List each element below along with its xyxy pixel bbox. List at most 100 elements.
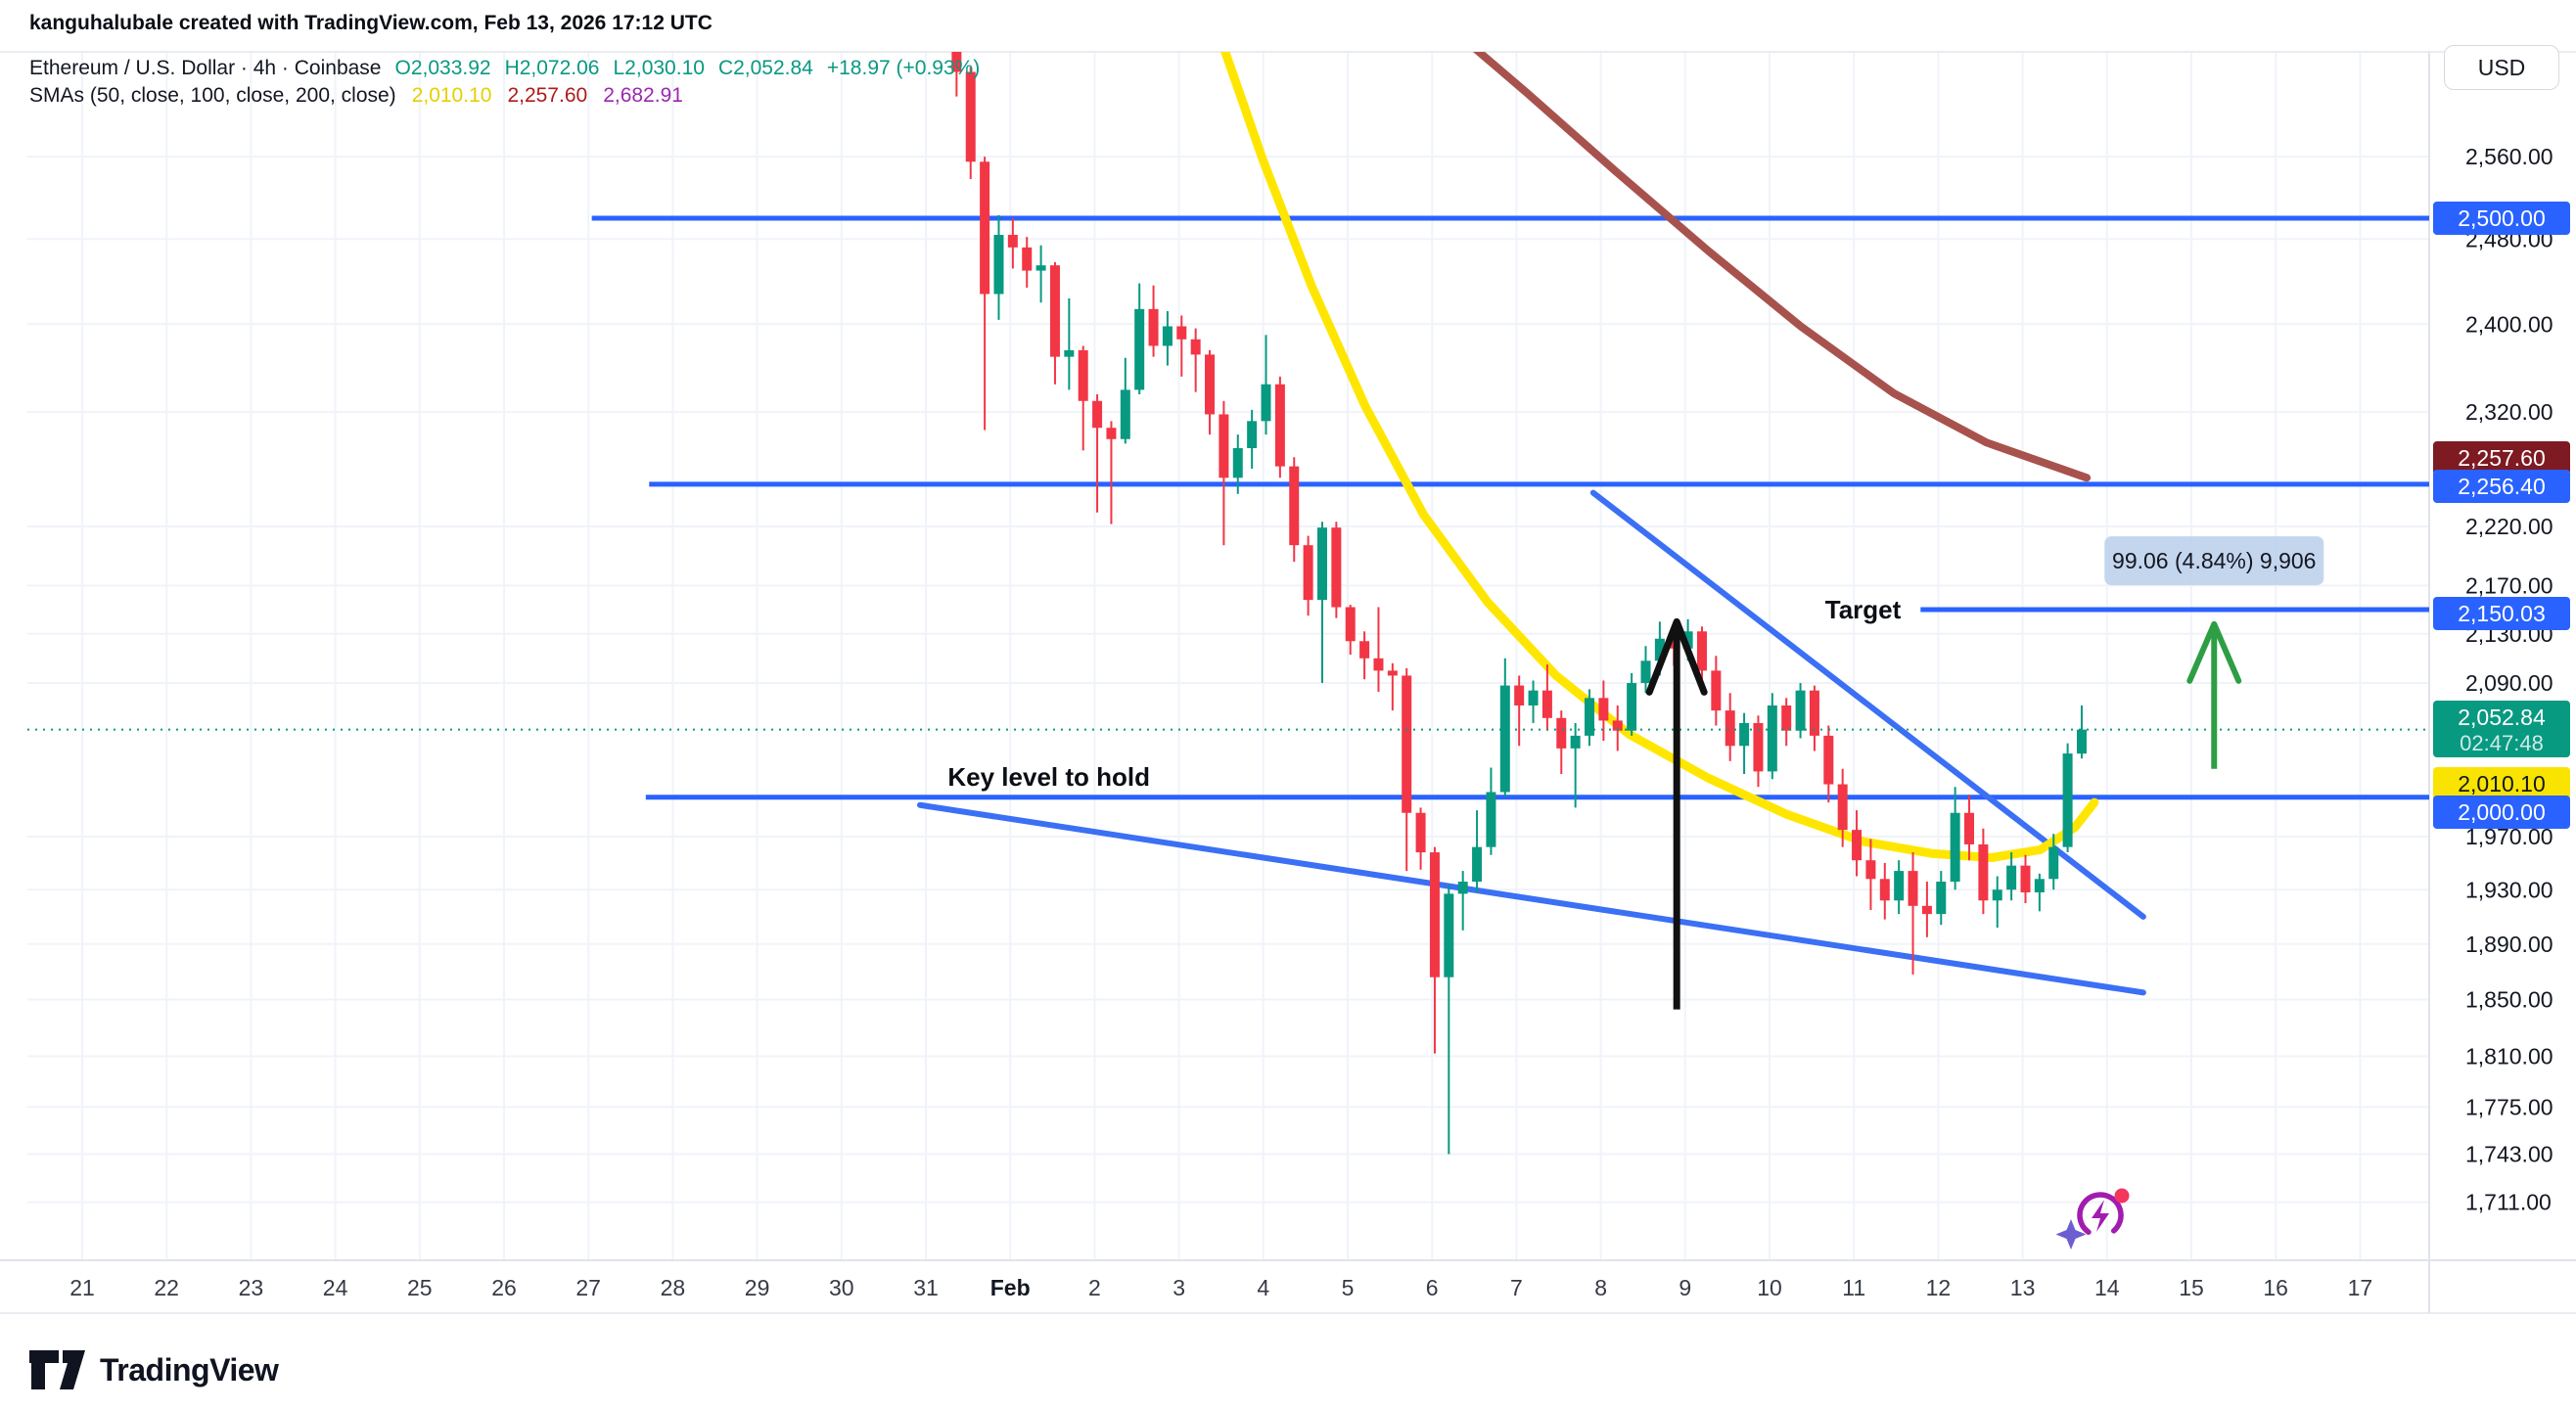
candlestick-series [951, 52, 2087, 1155]
svg-text:2,257.60: 2,257.60 [2458, 445, 2546, 471]
time-axis-label: 10 [1757, 1275, 1782, 1300]
chart-frame [0, 51, 2576, 1314]
candle [1148, 285, 1159, 357]
candle [1402, 667, 1412, 872]
time-axis-label: 22 [154, 1275, 179, 1300]
target-label: Target [1825, 595, 1902, 624]
candle [1950, 787, 1960, 890]
time-axis-label: 28 [661, 1275, 686, 1300]
time-axis-label: 4 [1257, 1275, 1269, 1300]
price-scale-label: 1,890.00 [2465, 932, 2553, 957]
price-scale-label: 2,400.00 [2465, 311, 2553, 337]
candle [1753, 715, 1764, 788]
candle [1612, 705, 1623, 751]
time-axis-label: 9 [1679, 1275, 1691, 1300]
time-axis-label: 12 [1926, 1275, 1952, 1300]
svg-text:2,256.40: 2,256.40 [2458, 474, 2546, 499]
time-axis-label: 23 [239, 1275, 264, 1300]
candle [1852, 810, 1863, 877]
candle [2020, 854, 2031, 904]
time-axis-label: 21 [69, 1275, 95, 1300]
svg-text:2,010.10: 2,010.10 [2458, 771, 2546, 796]
candle [965, 67, 976, 179]
price-scale-label: 1,810.00 [2465, 1044, 2553, 1069]
tradingview-branding[interactable]: TradingView [29, 1348, 279, 1391]
sma200-legend-value: 2,682.91 [603, 84, 683, 107]
time-axis-label: 15 [2179, 1275, 2204, 1300]
spark-watermark-icon [2055, 1188, 2130, 1250]
bar-countdown: 02:47:48 [2460, 731, 2544, 755]
candle [1092, 393, 1103, 513]
candle [1486, 767, 1496, 855]
sma-legend[interactable]: SMAs (50, close, 100, close, 200, close)… [29, 84, 683, 108]
candle [1261, 335, 1271, 435]
candle [1978, 828, 1989, 915]
time-axis-label: 26 [491, 1275, 517, 1300]
black-up-arrow[interactable] [1645, 617, 1708, 1010]
lightning-bolt-icon [2092, 1200, 2109, 1232]
candle [1219, 400, 1229, 546]
candle [1964, 795, 1975, 861]
price-badge-level-2000[interactable]: 2,000.00 [2433, 796, 2570, 829]
candle [1514, 675, 1525, 747]
candle [2062, 743, 2073, 853]
time-axis-label: 25 [407, 1275, 433, 1300]
ohlc-open: O2,033.92 [394, 57, 491, 79]
candle [1992, 876, 2002, 929]
time-axis-label: 2 [1088, 1275, 1101, 1300]
arrow-drawings[interactable] [1645, 617, 2242, 1010]
time-axis-label: 13 [2010, 1275, 2036, 1300]
ohlc-close: C2,052.84 [717, 57, 813, 79]
svg-text:2,500.00: 2,500.00 [2458, 205, 2546, 231]
price-badge-level-2256[interactable]: 2,256.40 [2433, 470, 2570, 503]
candle [1387, 662, 1398, 711]
candle [1120, 357, 1130, 444]
sma50-legend-value: 2,010.10 [411, 84, 492, 107]
horizontal-level-lines[interactable] [591, 215, 2429, 800]
candle [1739, 712, 1750, 775]
candle [1711, 656, 1722, 726]
candle [1274, 376, 1285, 478]
price-badge-level-2500[interactable]: 2,500.00 [2433, 202, 2570, 235]
time-scale[interactable]: 21 22 23 24 25 26 27 28 29 30 31 Feb 2 3 4 5 6 7 8 9 10 11 12 1… [69, 1275, 2372, 1300]
candle [1190, 328, 1201, 392]
symbol-title[interactable]: Ethereum / U.S. Dollar · 4h · Coinbase [29, 57, 382, 79]
candle [1598, 680, 1609, 742]
candle [1247, 409, 1258, 469]
price-badge-target-level[interactable]: 2,150.03 [2433, 597, 2570, 630]
time-axis-label: 3 [1173, 1275, 1185, 1300]
sma-legend-label[interactable]: SMAs (50, close, 100, close, 200, close) [29, 84, 396, 107]
sma-100-line [1472, 52, 2092, 482]
spark-circle-icon [2077, 1192, 2124, 1239]
measure-label[interactable]: 99.06 (4.84%) 9,906 [2104, 536, 2324, 586]
candle [1176, 315, 1187, 377]
price-scale-label: 2,560.00 [2465, 144, 2553, 169]
ohlc-low: L2,030.10 [613, 57, 705, 79]
candle [1879, 862, 1890, 920]
price-scale-label: 1,775.00 [2465, 1094, 2553, 1119]
time-axis-label: 27 [575, 1275, 601, 1300]
price-badge-sma50-value[interactable]: 2,010.10 [2433, 767, 2570, 800]
green-up-arrow[interactable] [2186, 620, 2242, 769]
candle [1585, 689, 1595, 747]
symbol-legend[interactable]: Ethereum / U.S. Dollar · 4h · Coinbase O… [29, 57, 980, 80]
price-badge-sma100-value[interactable]: 2,257.60 [2433, 441, 2570, 475]
time-axis-label: 16 [2263, 1275, 2288, 1300]
text-annotations[interactable]: Target Key level to hold 99.06 (4.84%) 9,9… [947, 536, 2324, 792]
attribution-text: kanguhalubale created with TradingView.c… [29, 12, 713, 34]
candle [1640, 646, 1651, 694]
trendlines[interactable] [916, 489, 2146, 996]
candle [1809, 685, 1819, 751]
currency-toggle-button[interactable]: USD [2444, 45, 2559, 90]
candle [1725, 693, 1735, 761]
svg-text:2,000.00: 2,000.00 [2458, 799, 2546, 825]
price-scale[interactable]: 2,560.002,480.002,400.002,320.002,220.00… [2433, 144, 2570, 1215]
notification-dot-icon [2114, 1188, 2130, 1204]
sma-50-line [1220, 52, 2099, 862]
candle [1316, 522, 1327, 684]
candle [1781, 698, 1792, 747]
candle [1078, 345, 1088, 451]
time-axis-label: 11 [1842, 1275, 1865, 1300]
